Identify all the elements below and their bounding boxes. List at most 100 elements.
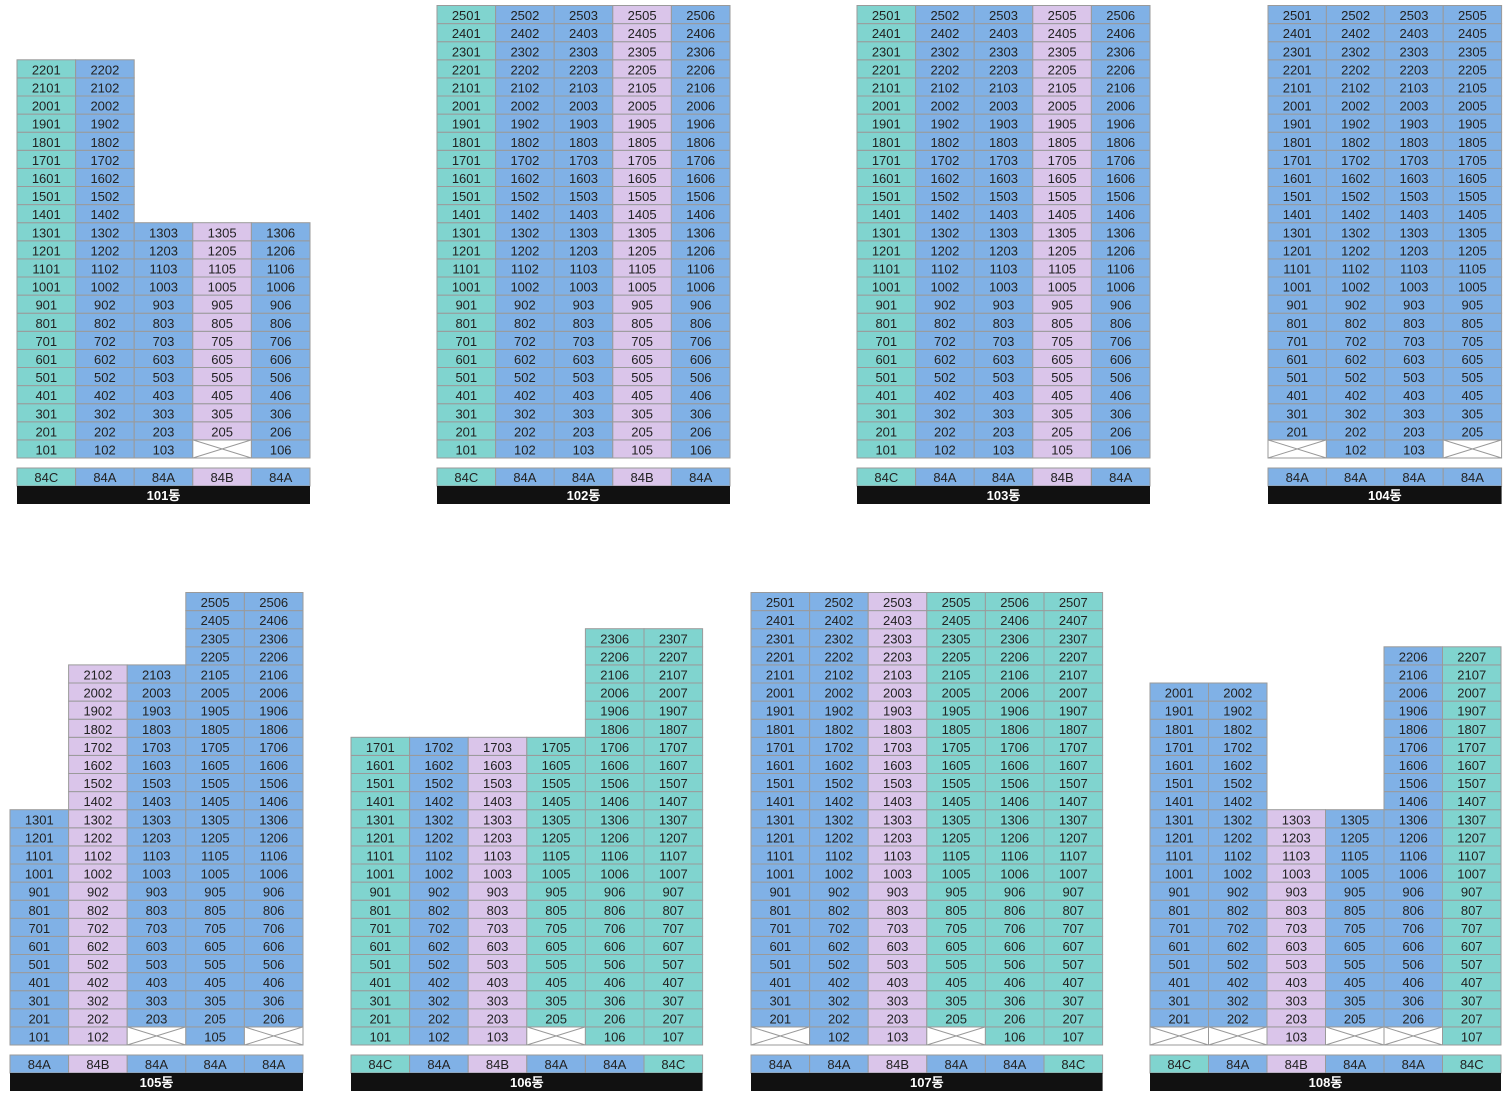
unit-number: 803 (1285, 903, 1307, 918)
unit-number: 2102 (83, 667, 112, 682)
unit-number: 1106 (267, 261, 295, 276)
unit-number: 606 (263, 939, 285, 954)
unit-number: 1003 (883, 867, 912, 882)
unit-number: 1601 (872, 171, 901, 186)
unit-number: 201 (875, 424, 897, 439)
unit-number: 105 (631, 442, 653, 457)
unit-number: 1507 (1457, 776, 1486, 791)
unit-number: 1203 (883, 830, 912, 845)
unit-type: 84A (1344, 470, 1367, 485)
unit-number: 1307 (1457, 812, 1486, 827)
unit-number: 901 (35, 298, 57, 313)
unit-number: 106 (604, 1029, 626, 1044)
unit-number: 1601 (32, 171, 61, 186)
unit-type: 84B (886, 1057, 909, 1072)
unit-cell (1043, 592, 1104, 612)
unit-number: 1307 (1059, 812, 1088, 827)
unit-number: 802 (514, 316, 536, 331)
unit-number: 1402 (824, 794, 853, 809)
unit-number: 1005 (942, 867, 971, 882)
unit-number: 2305 (1458, 44, 1487, 59)
unit-number: 1902 (824, 704, 853, 719)
unit-number: 801 (455, 316, 477, 331)
unit-number: 1305 (1458, 225, 1487, 240)
unit-number: 1103 (884, 848, 912, 863)
unit-number: 1706 (1106, 153, 1135, 168)
unit-number: 1203 (142, 830, 171, 845)
unit-number: 1402 (1223, 794, 1252, 809)
unit-number: 903 (887, 885, 909, 900)
unit-number: 305 (1344, 993, 1366, 1008)
unit-number: 607 (1461, 939, 1483, 954)
unit-number: 501 (1168, 957, 1190, 972)
unit-number: 2202 (1341, 62, 1370, 77)
unit-number: 2106 (1000, 667, 1029, 682)
unit-number: 1306 (1000, 812, 1029, 827)
unit-number: 1802 (90, 135, 119, 150)
unit-number: 1205 (942, 830, 971, 845)
unit-type: 84A (204, 1057, 227, 1072)
unit-number: 2405 (942, 613, 971, 628)
unit-number: 1702 (90, 153, 119, 168)
unit-number: 505 (204, 957, 226, 972)
unit-number: 2105 (942, 667, 971, 682)
unit-number: 307 (1062, 993, 1084, 1008)
unit-number: 702 (87, 921, 109, 936)
unit-number: 1806 (1399, 722, 1428, 737)
unit-number: 501 (769, 957, 791, 972)
unit-number: 802 (1345, 316, 1367, 331)
unit-number: 101 (369, 1029, 391, 1044)
unit-number: 2505 (1458, 8, 1487, 23)
unit-number: 1402 (424, 794, 453, 809)
unit-number: 103 (993, 442, 1015, 457)
unit-number: 503 (887, 957, 909, 972)
unit-number: 306 (1402, 993, 1424, 1008)
unit-number: 1301 (25, 812, 54, 827)
unit-number: 801 (369, 903, 391, 918)
unit-number: 806 (1402, 903, 1424, 918)
unit-number: 403 (487, 975, 509, 990)
unit-number: 202 (87, 1011, 109, 1026)
unit-number: 2106 (259, 667, 288, 682)
unit-number: 102 (428, 1029, 450, 1044)
unit-cell (250, 222, 311, 242)
unit-number: 1805 (1458, 135, 1487, 150)
unit-number: 1602 (90, 171, 119, 186)
unit-number: 906 (270, 298, 292, 313)
unit-type: 84A (513, 470, 536, 485)
unit-number: 201 (769, 1011, 791, 1026)
unit-number: 2502 (1341, 8, 1370, 23)
unit-number: 1405 (1048, 207, 1077, 222)
unit-number: 1701 (766, 740, 795, 755)
building-bar (17, 486, 310, 504)
unit-number: 2102 (930, 80, 959, 95)
unit-number: 405 (211, 388, 233, 403)
unit-number: 106 (1110, 442, 1132, 457)
unit-number: 1805 (628, 135, 657, 150)
unit-number: 2201 (1283, 62, 1312, 77)
unit-number: 1905 (201, 704, 230, 719)
unit-number: 1006 (266, 280, 295, 295)
unit-number: 602 (1345, 352, 1367, 367)
unit-number: 1005 (201, 867, 230, 882)
unit-number: 2403 (989, 26, 1018, 41)
unit-number: 2103 (142, 667, 171, 682)
unit-number: 1201 (25, 830, 54, 845)
unit-number: 1202 (510, 243, 539, 258)
unit-type: 84A (145, 1057, 168, 1072)
unit-number: 702 (828, 921, 850, 936)
unit-number: 502 (87, 957, 109, 972)
unit-number: 501 (28, 957, 50, 972)
unit-number: 1105 (628, 261, 656, 276)
unit-number: 1306 (1399, 812, 1428, 827)
unit-number: 906 (604, 885, 626, 900)
unit-number: 103 (573, 442, 595, 457)
unit-number: 1503 (883, 776, 912, 791)
unit-number: 1501 (1165, 776, 1194, 791)
unit-number: 906 (1110, 298, 1132, 313)
unit-number: 1905 (1048, 117, 1077, 132)
unit-number: 303 (887, 993, 909, 1008)
unit-number: 907 (662, 885, 684, 900)
unit-number: 1103 (1400, 261, 1428, 276)
unit-number: 1205 (1340, 830, 1369, 845)
